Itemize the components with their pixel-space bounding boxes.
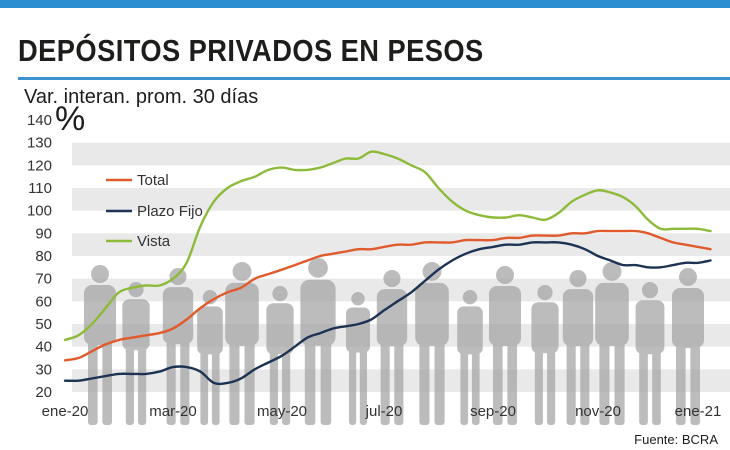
person-silhouette: [595, 262, 629, 425]
y-tick-label: 90: [35, 225, 52, 242]
x-tick-label: mar-20: [149, 403, 197, 420]
y-tick-label: 110: [28, 180, 52, 197]
person-silhouette: [197, 290, 223, 425]
x-tick-label: sep-20: [470, 403, 516, 420]
person-silhouette: [531, 285, 559, 425]
people-silhouettes-illustration: [84, 258, 704, 425]
person-silhouette: [346, 292, 370, 425]
person-silhouette: [84, 265, 116, 425]
x-tick-label: may-20: [257, 403, 307, 420]
y-tick-label: 20: [35, 384, 52, 401]
y-tick-label: 60: [35, 293, 52, 310]
legend-item-total: Total: [106, 172, 169, 189]
legend-label: Plazo Fijo: [137, 203, 203, 220]
person-silhouette: [300, 258, 336, 425]
person-silhouette: [489, 266, 521, 425]
y-tick-label: 30: [35, 361, 52, 378]
person-silhouette: [562, 270, 594, 425]
y-tick-label: 40: [35, 339, 52, 356]
chart-subtitle: Var. interan. prom. 30 días: [24, 86, 259, 108]
x-tick-label: nov-20: [575, 403, 621, 420]
person-silhouette: [266, 286, 294, 425]
x-tick-label: ene-20: [42, 403, 89, 420]
series-line-vista: [63, 150, 712, 342]
grid-band: [72, 142, 730, 166]
y-tick-label: 120: [27, 157, 52, 174]
y-axis-ticks: 20 30 40 50 60 70 80 90 100 110 120 130 140: [27, 112, 52, 401]
x-tick-label: jul-20: [365, 403, 403, 420]
person-silhouette: [415, 262, 449, 425]
chart-title: DEPÓSITOS PRIVADOS EN PESOS: [18, 33, 484, 68]
grid-band: [72, 188, 730, 211]
legend: Total Plazo Fijo Vista: [106, 172, 203, 250]
x-tick-label: ene-21: [675, 403, 722, 420]
person-silhouette: [225, 262, 259, 425]
y-tick-label: 50: [35, 316, 52, 333]
person-silhouette: [122, 282, 150, 425]
person-silhouette: [672, 268, 704, 425]
legend-label: Total: [137, 172, 169, 189]
y-tick-label: 130: [27, 135, 52, 152]
y-unit-label: %: [55, 100, 86, 138]
person-silhouette: [635, 282, 665, 425]
series-line-total: [63, 229, 712, 362]
y-tick-label: 70: [35, 271, 52, 288]
legend-label: Vista: [137, 233, 171, 250]
y-tick-label: 80: [35, 248, 52, 265]
series-line-plazo-fijo: [63, 241, 712, 386]
y-tick-label: 100: [27, 203, 52, 220]
series-lines: [63, 150, 712, 386]
x-axis-ticks: ene-20 mar-20 may-20 jul-20 sep-20 nov-20 ene-…: [42, 403, 722, 420]
title-underline: [18, 77, 730, 80]
legend-item-vista: Vista: [106, 233, 171, 250]
source-note: Fuente: BCRA: [634, 432, 718, 447]
top-accent-stripe: [0, 0, 730, 8]
person-silhouette: [457, 290, 483, 425]
y-tick-label: 140: [27, 112, 52, 129]
legend-item-plazo-fijo: Plazo Fijo: [106, 203, 203, 220]
person-silhouette: [376, 270, 408, 425]
